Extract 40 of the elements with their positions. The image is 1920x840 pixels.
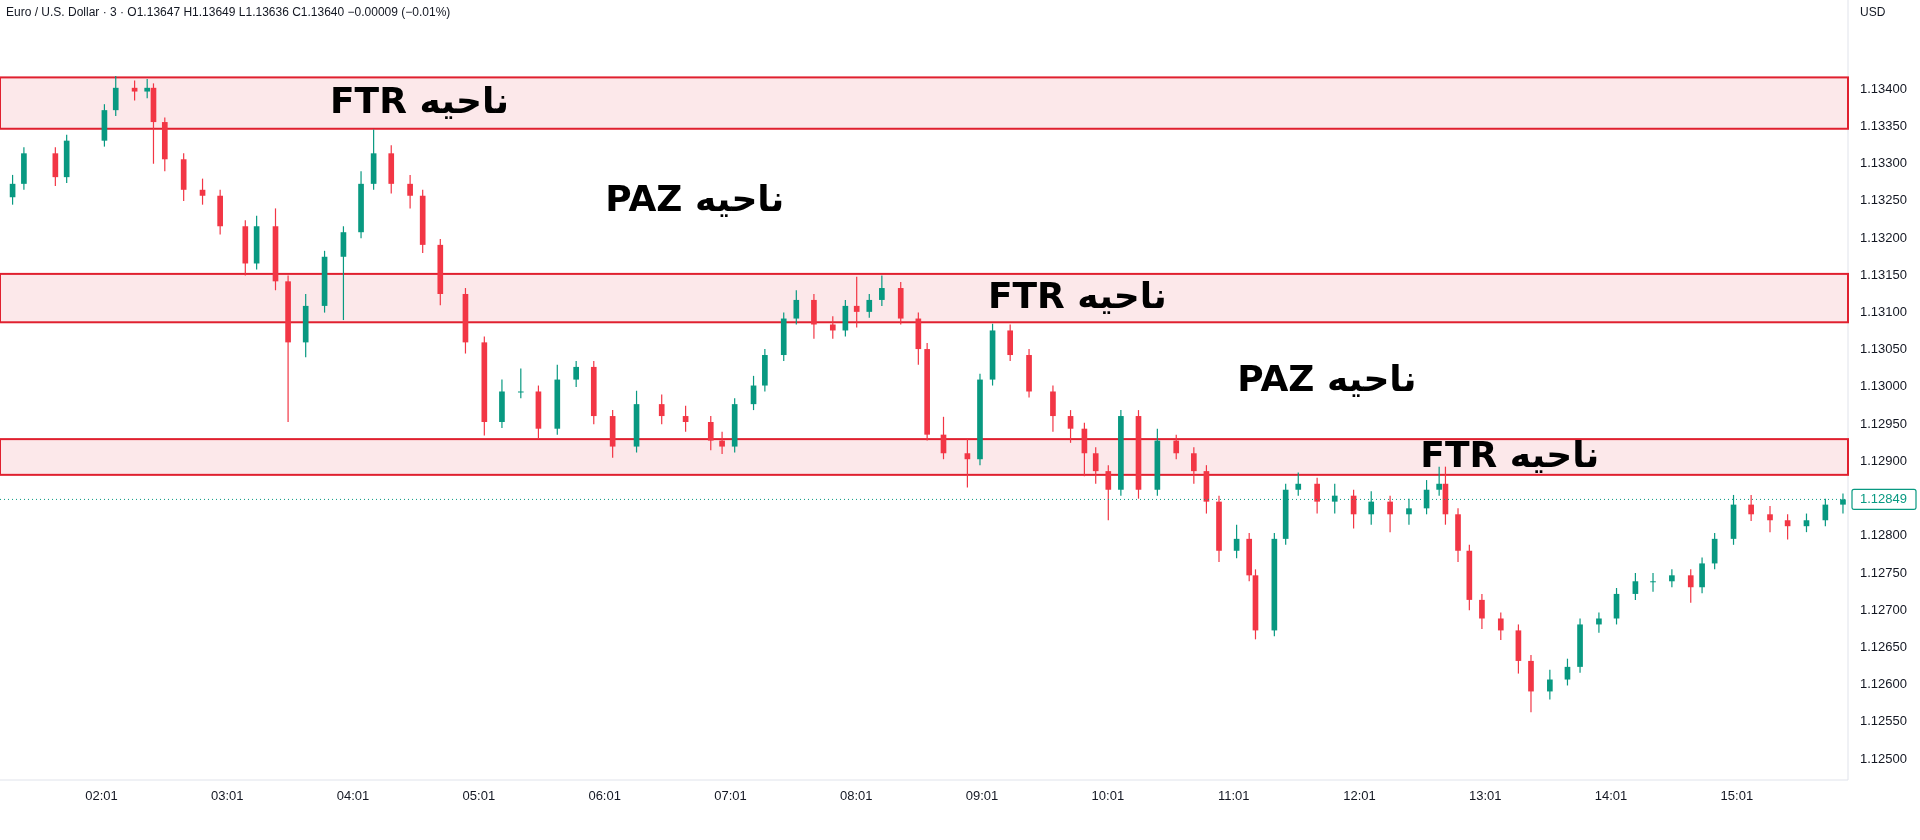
band-label: ناحیه FTR xyxy=(1420,433,1600,475)
y-tick-label: 1.13100 xyxy=(1860,304,1907,320)
x-tick-label: 15:01 xyxy=(1720,788,1754,803)
y-tick-label: 1.12550 xyxy=(1860,713,1907,729)
y-tick-label: 1.12950 xyxy=(1860,415,1907,431)
x-tick-label: 04:01 xyxy=(336,788,370,803)
x-tick-label: 05:01 xyxy=(462,788,496,803)
band-label: ناحیه FTR xyxy=(987,275,1167,317)
x-tick-label: 06:01 xyxy=(588,788,621,803)
x-tick-label: 09:01 xyxy=(965,788,999,803)
y-tick-label: 1.13400 xyxy=(1860,80,1907,96)
x-tick-label: 12:01 xyxy=(1343,788,1376,803)
x-tick-label: 14:01 xyxy=(1594,788,1628,803)
annotation: ناحیه PAZ xyxy=(1237,357,1417,399)
ref-line-label: 1.12849 xyxy=(1860,490,1907,506)
y-tick-label: 1.12600 xyxy=(1860,676,1907,692)
y-tick-label: 1.12500 xyxy=(1860,750,1907,766)
y-tick-label: 1.13000 xyxy=(1860,378,1907,394)
y-tick-label: 1.13150 xyxy=(1860,266,1907,282)
y-tick-label: 1.13200 xyxy=(1860,229,1907,245)
annotation: ناحیه PAZ xyxy=(605,178,785,220)
y-tick-label: 1.12800 xyxy=(1860,527,1907,543)
chart-title: Euro / U.S. Dollar · 3 · O1.13647 H1.13649 L1.13636 C1.13640 −0.00009 (−0.01%) xyxy=(6,5,451,19)
y-tick-label: 1.13300 xyxy=(1860,155,1907,171)
x-tick-label: 10:01 xyxy=(1091,788,1125,803)
x-tick-label: 13:01 xyxy=(1469,788,1502,803)
x-tick-label: 02:01 xyxy=(85,788,118,803)
band-label: ناحیه FTR xyxy=(330,80,509,122)
y-axis-title: USD xyxy=(1860,5,1886,19)
y-tick-label: 1.13050 xyxy=(1860,341,1907,357)
y-tick-label: 1.12650 xyxy=(1860,638,1907,654)
y-tick-label: 1.12700 xyxy=(1860,601,1907,617)
x-tick-label: 03:01 xyxy=(211,788,244,803)
x-tick-label: 08:01 xyxy=(840,788,873,803)
y-tick-label: 1.13350 xyxy=(1860,117,1907,133)
y-tick-label: 1.12900 xyxy=(1860,452,1907,468)
y-tick-label: 1.12750 xyxy=(1860,564,1907,580)
y-tick-label: 1.13250 xyxy=(1860,192,1907,208)
x-tick-label: 07:01 xyxy=(714,788,747,803)
x-tick-label: 11:01 xyxy=(1217,788,1250,803)
